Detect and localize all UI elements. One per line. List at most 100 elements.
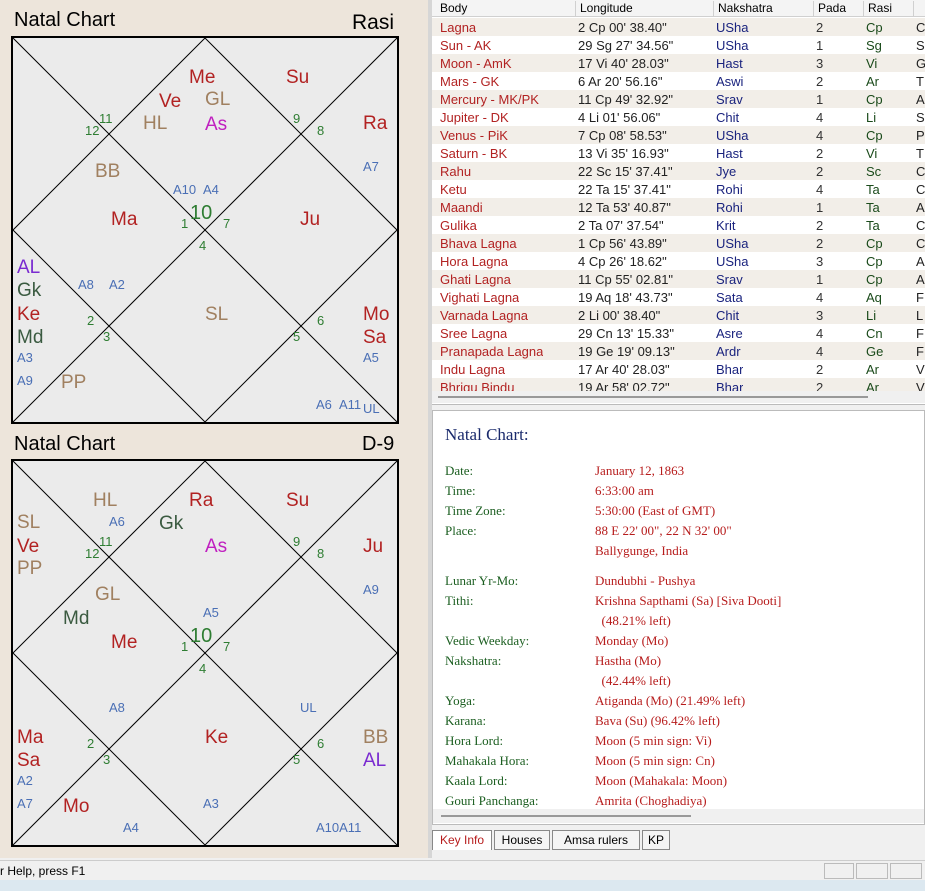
- table-row[interactable]: Hora Lagna 4 Cp 26' 18.62" USha 3 Cp A: [432, 252, 925, 270]
- header-body[interactable]: Body: [436, 1, 576, 16]
- info-value: Krishna Sapthami (Sa) [Siva Dooti]: [595, 593, 782, 608]
- rasi-planet-ke: Ke: [17, 304, 41, 325]
- header-longitude[interactable]: Longitude: [576, 1, 714, 16]
- rasi-house-9: 9: [293, 111, 301, 126]
- table-row[interactable]: Moon - AmK 17 Vi 40' 28.03" Hast 3 Vi G: [432, 54, 925, 72]
- cell-longitude: 12 Ta 53' 40.87": [578, 200, 671, 215]
- tab-houses[interactable]: Houses: [494, 830, 550, 850]
- cell-nakshatra: Srav: [716, 272, 743, 287]
- table-row[interactable]: Sree Lagna 29 Cn 13' 15.33" Asre 4 Cn F: [432, 324, 925, 342]
- cell-nakshatra: USha: [716, 20, 749, 35]
- cell-extra: P: [916, 128, 925, 143]
- info-key: Place:: [445, 523, 477, 538]
- cell-rasi: Cn: [866, 326, 883, 341]
- planet-positions-table[interactable]: Body Longitude Nakshatra Pada Rasi Lagna…: [432, 0, 925, 405]
- cell-nakshatra: Asre: [716, 326, 743, 341]
- rasi-planet-ra: Ra: [363, 113, 388, 134]
- cell-body: Mars - GK: [440, 74, 500, 89]
- tab-kp[interactable]: KP: [642, 830, 670, 850]
- info-title: Natal Chart:: [445, 425, 529, 444]
- table-row[interactable]: Lagna 2 Cp 00' 38.40" USha 2 Cp C: [432, 18, 925, 36]
- navamsa-house-3: 3: [103, 752, 111, 767]
- table-row[interactable]: Rahu 22 Sc 15' 37.41" Jye 2 Sc C: [432, 162, 925, 180]
- cell-longitude: 29 Sg 27' 34.56": [578, 38, 674, 53]
- rasi-planet-al: AL: [17, 257, 41, 278]
- rasi-house-5: 5: [293, 329, 301, 344]
- table-row[interactable]: Mars - GK 6 Ar 20' 56.16" Aswi 2 Ar T: [432, 72, 925, 90]
- rasi-planet-me: Me: [189, 67, 216, 88]
- info-key: Mahakala Hora:: [445, 753, 530, 768]
- table-row[interactable]: Ghati Lagna 11 Cp 55' 02.81" Srav 1 Cp A: [432, 270, 925, 288]
- rasi-chart[interactable]: Me Ve GL HL As Su Ra BB Ma Ju AL Gk Ke M…: [11, 36, 399, 424]
- cell-extra: A: [916, 200, 925, 215]
- navamsa-planet-as: As: [205, 536, 228, 557]
- navamsa-chart[interactable]: HL Ra Su SL Ve PP Gk As Ju GL Md Me Ke M…: [11, 459, 399, 847]
- cell-body: Sun - AK: [440, 38, 492, 53]
- info-key: Tithi:: [445, 593, 474, 608]
- navamsa-planet-md: Md: [63, 608, 90, 629]
- cell-nakshatra: USha: [716, 254, 749, 269]
- navamsa-planet-al: AL: [363, 750, 387, 771]
- cell-rasi: Ar: [866, 362, 879, 377]
- header-nakshatra[interactable]: Nakshatra: [714, 1, 814, 16]
- cell-nakshatra: Chit: [716, 308, 740, 323]
- info-horizontal-scrollbar[interactable]: [433, 809, 924, 823]
- cell-pada: 4: [816, 344, 824, 359]
- tab-key-info[interactable]: Key Info: [432, 830, 492, 850]
- table-row[interactable]: Venus - PiK 7 Cp 08' 58.53" USha 4 Cp P: [432, 126, 925, 144]
- cell-longitude: 2 Cp 00' 38.40": [578, 20, 667, 35]
- info-value: 6:33:00 am: [595, 483, 654, 498]
- info-key: Nakshatra:: [445, 653, 502, 668]
- navamsa-house-4: 4: [199, 661, 207, 676]
- table-row[interactable]: Pranapada Lagna 19 Ge 19' 09.13" Ardr 4 Ge F: [432, 342, 925, 360]
- rasi-house-4: 4: [199, 238, 207, 253]
- table-row[interactable]: Ketu 22 Ta 15' 37.41" Rohi 4 Ta C: [432, 180, 925, 198]
- cell-body: Maandi: [440, 200, 483, 215]
- rasi-arudha-a3: A3: [17, 350, 33, 365]
- cell-extra: S: [916, 38, 925, 53]
- header-pada[interactable]: Pada: [814, 1, 864, 16]
- cell-extra: F: [916, 290, 924, 305]
- info-value: Moon (5 min sign: Cn): [595, 753, 715, 768]
- info-key: Kaala Lord:: [445, 773, 508, 788]
- cell-nakshatra: Hast: [716, 56, 743, 71]
- rasi-planet-gl: GL: [205, 89, 231, 110]
- table-row[interactable]: Jupiter - DK 4 Li 01' 56.06" Chit 4 Li S: [432, 108, 925, 126]
- cell-body: Saturn - BK: [440, 146, 508, 161]
- info-value: Bava (Su) (96.42% left): [595, 713, 720, 728]
- table-row[interactable]: Varnada Lagna 2 Li 00' 38.40" Chit 3 Li L: [432, 306, 925, 324]
- table-row[interactable]: Maandi 12 Ta 53' 40.87" Rohi 1 Ta A: [432, 198, 925, 216]
- table-row[interactable]: Bhava Lagna 1 Cp 56' 43.89" USha 2 Cp C: [432, 234, 925, 252]
- cell-extra: T: [916, 74, 924, 89]
- cell-body: Vighati Lagna: [440, 290, 520, 305]
- cell-extra: L: [916, 308, 924, 323]
- navamsa-planet-me: Me: [111, 632, 138, 653]
- header-rasi[interactable]: Rasi: [864, 1, 914, 16]
- table-row[interactable]: Mercury - MK/PK 11 Cp 49' 32.92" Srav 1 Cp A: [432, 90, 925, 108]
- cell-pada: 2: [816, 164, 824, 179]
- info-key: Time:: [445, 483, 476, 498]
- navamsa-planet-ul: UL: [300, 700, 317, 715]
- table-row[interactable]: Gulika 2 Ta 07' 37.54" Krit 2 Ta C: [432, 216, 925, 234]
- table-row[interactable]: Sun - AK 29 Sg 27' 34.56" USha 1 Sg S: [432, 36, 925, 54]
- table-row[interactable]: Indu Lagna 17 Ar 40' 28.03" Bhar 2 Ar V: [432, 360, 925, 378]
- rasi-planet-hl: HL: [143, 113, 168, 134]
- rasi-planet-sa: Sa: [363, 327, 387, 348]
- cell-body: Varnada Lagna: [440, 308, 528, 323]
- cell-body: Moon - AmK: [440, 56, 512, 71]
- rasi-planet-ul: UL: [363, 401, 380, 416]
- splitter[interactable]: [428, 0, 432, 858]
- table-row[interactable]: Saturn - BK 13 Vi 35' 16.93" Hast 2 Vi T: [432, 144, 925, 162]
- rasi-planet-bb: BB: [95, 161, 121, 182]
- taskbar-edge: [0, 880, 925, 891]
- navamsa-house-12: 12: [85, 546, 100, 561]
- cell-rasi: Ta: [866, 218, 880, 233]
- navamsa-arudha-a9: A9: [363, 582, 379, 597]
- cell-pada: 3: [816, 254, 824, 269]
- rasi-ascendant-sign: 10: [190, 202, 213, 224]
- table-row[interactable]: Vighati Lagna 19 Aq 18' 43.73" Sata 4 Aq F: [432, 288, 925, 306]
- cell-pada: 2: [816, 20, 824, 35]
- table-horizontal-scrollbar[interactable]: [432, 391, 925, 403]
- rasi-house-12: 12: [85, 123, 100, 138]
- tab-amsa-rulers[interactable]: Amsa rulers: [552, 830, 640, 850]
